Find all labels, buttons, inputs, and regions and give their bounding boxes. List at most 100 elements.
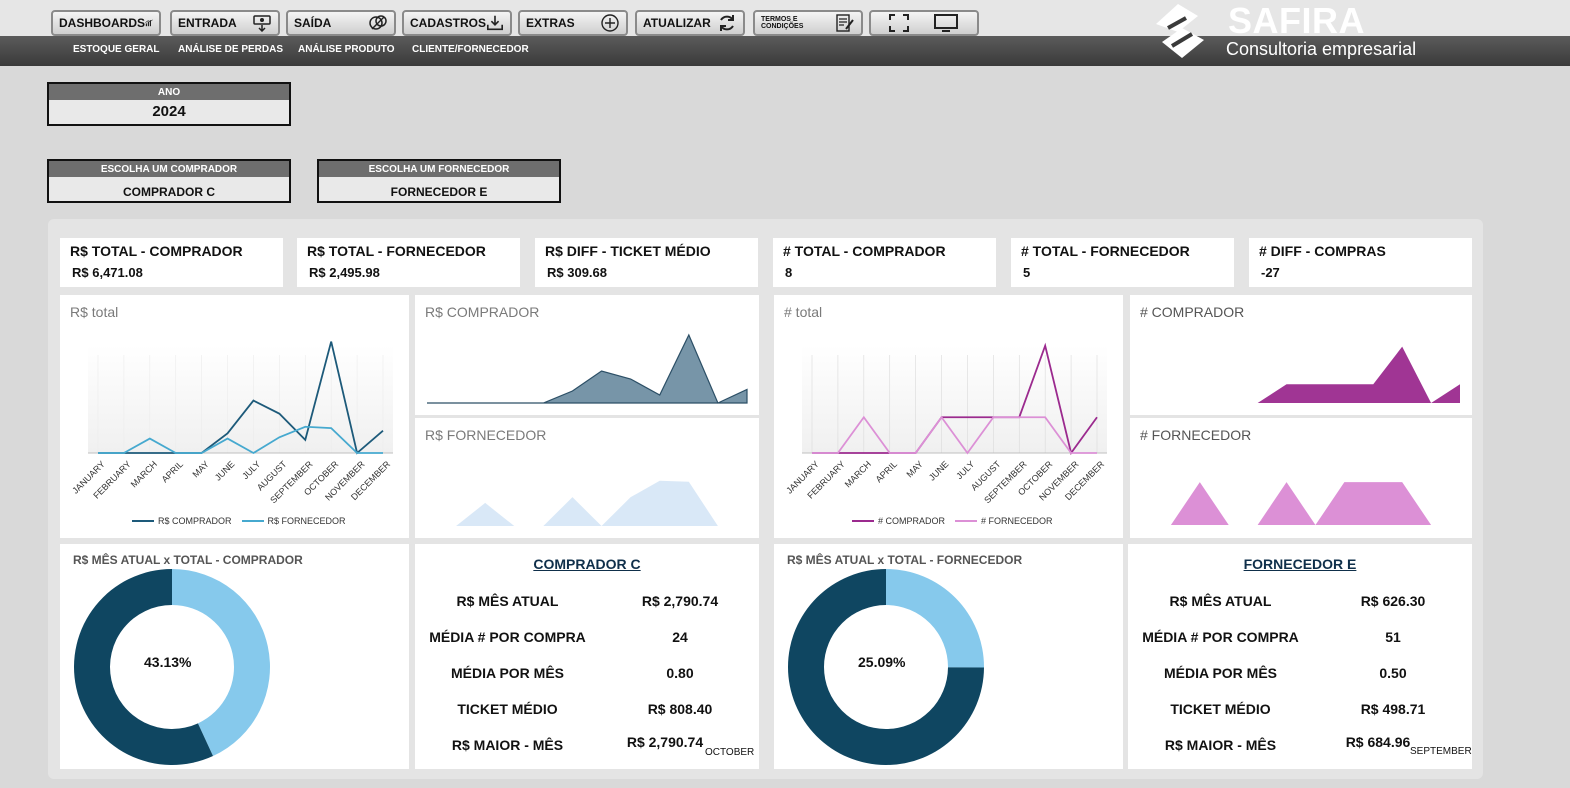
count-comprador-chart-card: # COMPRADOR [1130, 295, 1472, 415]
logo-tagline: Consultoria empresarial [1226, 39, 1417, 59]
detail-label: R$ MÊS ATUAL [1169, 593, 1272, 609]
cadastros-label: CADASTROS [410, 16, 487, 30]
chart-title: R$ COMPRADOR [425, 304, 540, 320]
month-tick-label: APRIL [159, 459, 185, 485]
rs-fornecedor-chart-card: R$ FORNECEDOR [415, 418, 759, 538]
kpi-card: # DIFF - COMPRAS -27 [1249, 238, 1472, 287]
kpi-value: 5 [1023, 265, 1031, 280]
monitor-icon[interactable] [933, 14, 959, 32]
extras-button[interactable]: EXTRAS [518, 10, 628, 36]
month-tick-label: APRIL [873, 459, 899, 485]
legend-label: # COMPRADOR [878, 516, 946, 526]
legend-swatch [955, 520, 978, 522]
count-total-line-chart [802, 342, 1107, 456]
detail-label: R$ MÊS ATUAL [456, 593, 559, 609]
kpi-title: R$ TOTAL - FORNECEDOR [307, 243, 486, 259]
buyer-filter[interactable]: ESCOLHA UM COMPRADOR COMPRADOR C [47, 159, 291, 203]
plot-area [88, 345, 393, 453]
kpi-title: # DIFF - COMPRAS [1259, 243, 1386, 259]
legend-label: R$ COMPRADOR [158, 516, 232, 526]
area-series [1142, 482, 1460, 525]
detail-value: R$ 684.96 [1345, 734, 1411, 750]
rs-total-chart-card: R$ total JANUARY FEBRUARY MARCH APRIL MAY JUN… [60, 295, 409, 538]
rs-total-line-chart [88, 341, 393, 455]
detail-label: MÉDIA # POR COMPRA [429, 629, 586, 645]
kpi-card: # TOTAL - FORNECEDOR 5 [1011, 238, 1234, 287]
safira-logo-mark [1156, 4, 1204, 58]
detail-label: R$ MAIOR - MÊS [451, 737, 564, 753]
detail-value: R$ 808.40 [647, 701, 713, 717]
year-filter-value[interactable]: 2024 [152, 103, 186, 120]
month-tick-label: JULY [954, 459, 977, 482]
view-controls [869, 10, 979, 36]
donut-center-label: 43.13% [144, 654, 192, 670]
refresh-icon [720, 15, 734, 31]
subnav-analise-perdas[interactable]: ANÁLISE DE PERDAS [178, 44, 284, 55]
safira-logo: SAFIRA Consultoria empresarial [1148, 0, 1428, 60]
supplier-donut-chart [788, 569, 984, 765]
supplier-filter-label: ESCOLHA UM FORNECEDOR [319, 161, 559, 177]
month-tick-label: JULY [240, 459, 263, 482]
download-tray-icon [487, 15, 504, 31]
saida-label: SAÍDA [294, 16, 332, 30]
buyer-filter-value[interactable]: COMPRADOR C [123, 185, 215, 199]
atualizar-label: ATUALIZAR [643, 16, 711, 30]
year-filter[interactable]: ANO 2024 [47, 82, 291, 126]
detail-label: TICKET MÉDIO [457, 701, 558, 717]
detail-label: R$ MAIOR - MÊS [1164, 737, 1277, 753]
chart-title: R$ MÊS ATUAL x TOTAL - COMPRADOR [73, 553, 303, 567]
detail-value: 24 [672, 629, 688, 645]
top-bar: DASHBOARDS ENTRADA SAÍDA CADASTROS EXTRA… [0, 0, 1570, 66]
dashboards-button[interactable]: DASHBOARDS [51, 10, 161, 36]
saida-button[interactable]: SAÍDA [286, 10, 396, 36]
kpi-card: R$ DIFF - TICKET MÉDIO R$ 309.68 [535, 238, 758, 287]
supplier-filter[interactable]: ESCOLHA UM FORNECEDOR FORNECEDOR E [317, 159, 561, 203]
month-tick-label: MARCH [842, 459, 873, 490]
money-out-icon [369, 15, 387, 30]
donut-center-label: 25.09% [858, 654, 906, 670]
detail-label: MÉDIA # POR COMPRA [1142, 629, 1299, 645]
subnav-estoque-geral[interactable]: ESTOQUE GERAL [73, 44, 160, 55]
month-tick-label: MAY [190, 459, 211, 480]
supplier-filter-value[interactable]: FORNECEDOR E [390, 185, 488, 199]
subnav-analise-produto[interactable]: ANÁLISE PRODUTO [298, 44, 395, 55]
cadastros-button[interactable]: CADASTROS [402, 10, 512, 36]
detail-value: 0.50 [1379, 665, 1407, 681]
chart-legend: R$ COMPRADOR R$ FORNECEDOR [132, 516, 346, 526]
legend-swatch [241, 520, 264, 522]
buyer-donut-card: R$ MÊS ATUAL x TOTAL - COMPRADOR 43.13% [60, 544, 409, 769]
kpi-card: R$ TOTAL - COMPRADOR R$ 6,471.08 [60, 238, 283, 287]
legend-label: # FORNECEDOR [981, 516, 1053, 526]
detail-value: R$ 2,790.74 [641, 593, 719, 609]
chart-legend: # COMPRADOR # FORNECEDOR [852, 516, 1053, 526]
kpi-title: # TOTAL - COMPRADOR [783, 243, 946, 259]
detail-label: MÉDIA POR MÊS [1163, 665, 1278, 681]
extras-label: EXTRAS [526, 16, 575, 30]
fullscreen-icon[interactable] [889, 14, 909, 32]
entrada-button[interactable]: ENTRADA [170, 10, 280, 36]
detail-value: 51 [1385, 629, 1401, 645]
termos-label: TERMOS E CONDIÇÕES [761, 16, 804, 30]
legend-label: R$ FORNECEDOR [267, 516, 346, 526]
chart-title: # total [784, 304, 823, 320]
detail-value: R$ 2,790.74 [626, 734, 704, 750]
chart-title: # COMPRADOR [1140, 304, 1245, 320]
supplier-detail-card: FORNECEDOR E R$ MÊS ATUAL R$ 626.30 MÉDI… [1128, 544, 1472, 769]
donut-slice-current-month [886, 569, 984, 668]
detail-label: MÉDIA POR MÊS [450, 665, 565, 681]
subnav-cliente-fornecedor[interactable]: CLIENTE/FORNECEDOR [412, 44, 529, 55]
month-tick-label: MAY [904, 459, 925, 480]
series-line-2 [812, 415, 1097, 455]
money-in-icon [253, 15, 271, 32]
kpi-value: R$ 2,495.98 [309, 265, 380, 280]
detail-label: TICKET MÉDIO [1170, 701, 1271, 717]
legend-swatch [132, 520, 154, 522]
series-line-1 [812, 342, 1098, 456]
count-fornecedor-area-chart [1142, 482, 1460, 525]
atualizar-button[interactable]: ATUALIZAR [635, 10, 745, 36]
max-month: SEPTEMBER [1410, 746, 1472, 757]
donut-slice-rest [788, 569, 984, 765]
kpi-value: R$ 309.68 [547, 265, 607, 280]
termos-button[interactable]: TERMOS E CONDIÇÕES [753, 10, 863, 36]
rs-comprador-area-chart [427, 333, 748, 404]
